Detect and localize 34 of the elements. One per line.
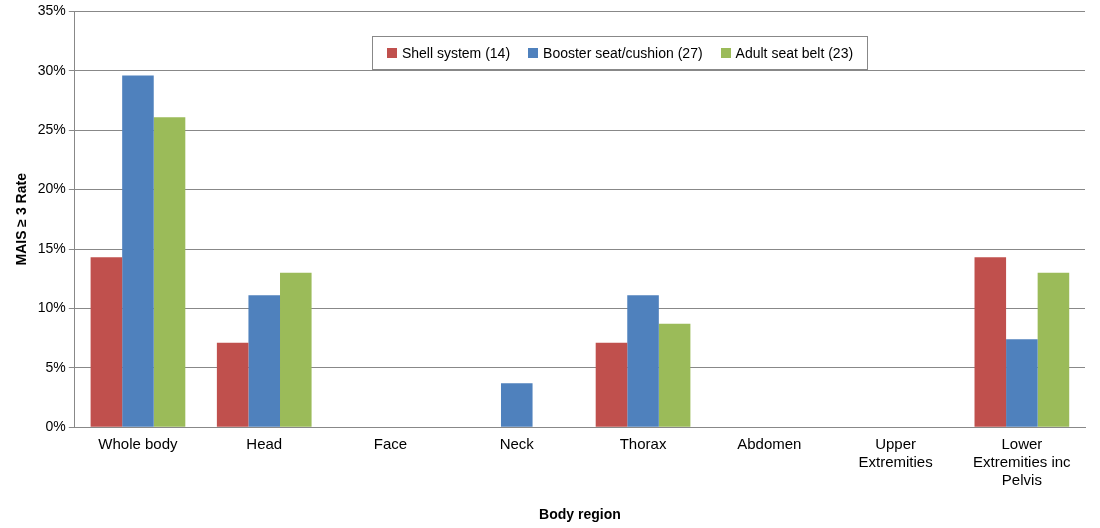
bar xyxy=(216,342,249,427)
y-axis-title: MAIS ≥ 3 Rate xyxy=(13,172,30,266)
legend-label: Adult seat belt (23) xyxy=(735,45,854,62)
x-tick-label: Neck xyxy=(499,435,535,453)
bar xyxy=(280,272,312,427)
y-tick-label: 30% xyxy=(37,61,66,78)
bar xyxy=(974,257,1007,427)
y-tick-label: 5% xyxy=(45,358,66,375)
y-tick-label: 25% xyxy=(37,121,66,138)
bar xyxy=(122,75,154,427)
y-tick-label: 20% xyxy=(37,180,66,197)
bar xyxy=(627,295,659,427)
legend-label: Shell system (14) xyxy=(401,45,511,62)
bar xyxy=(248,295,281,427)
x-tick-label: Head xyxy=(246,435,283,453)
x-tick-label: Abdomen xyxy=(737,435,802,453)
y-tick-label: 15% xyxy=(37,239,66,256)
x-tick-label: Thorax xyxy=(619,435,667,453)
x-tick-label: Upper Extremities xyxy=(858,435,933,471)
bar xyxy=(595,342,628,427)
bar xyxy=(90,257,123,427)
bar xyxy=(1006,339,1038,427)
y-tick-label: 35% xyxy=(37,2,66,19)
bar xyxy=(1037,272,1070,427)
bar xyxy=(658,323,691,427)
x-axis-title: Body region xyxy=(539,506,621,523)
y-tick-label: 0% xyxy=(45,418,66,435)
x-tick-label: Lower Extremities inc Pelvis xyxy=(973,435,1072,489)
bar xyxy=(500,383,533,427)
bar xyxy=(153,117,186,427)
x-tick-label: Face xyxy=(373,435,408,453)
x-tick-label: Whole body xyxy=(98,435,179,453)
legend-label: Booster seat/cushion (27) xyxy=(543,45,703,62)
y-tick-label: 10% xyxy=(37,299,66,316)
